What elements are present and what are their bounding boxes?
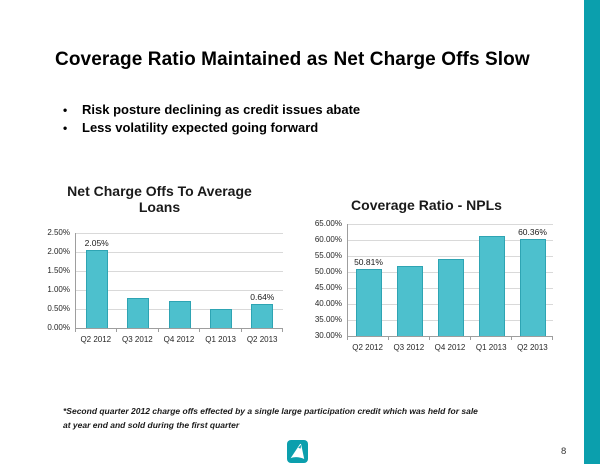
bar-slot: 0.64% bbox=[242, 233, 283, 328]
y-tick-label: 2.50% bbox=[47, 228, 70, 237]
x-tick-label: Q2 2013 bbox=[517, 343, 548, 352]
page-number: 8 bbox=[561, 446, 567, 457]
x-tick-label: Q2 2013 bbox=[246, 335, 278, 344]
x-axis-ticks bbox=[347, 337, 553, 340]
x-tick-label: Q1 2013 bbox=[475, 343, 507, 352]
x-tick bbox=[430, 337, 471, 340]
teal-sail-logo-icon bbox=[287, 440, 308, 464]
footnote: *Second quarter 2012 charge offs effecte… bbox=[63, 404, 478, 432]
bullet-item: • Risk posture declining as credit issue… bbox=[63, 101, 360, 119]
x-axis-ticks bbox=[75, 329, 284, 332]
slide-title: Coverage Ratio Maintained as Net Charge … bbox=[55, 48, 530, 70]
bar-value-label: 60.36% bbox=[518, 226, 547, 237]
x-tick bbox=[389, 337, 430, 340]
bar-slot bbox=[159, 233, 200, 328]
bar bbox=[519, 238, 546, 336]
gridline bbox=[76, 271, 283, 272]
bar-slot: 50.81% bbox=[348, 224, 389, 336]
chart-title-line: Loans bbox=[138, 199, 181, 215]
x-tick bbox=[117, 329, 159, 332]
bar-slot bbox=[117, 233, 158, 328]
gridline bbox=[76, 233, 283, 234]
bar bbox=[209, 309, 232, 328]
x-tick-label: Q3 2012 bbox=[122, 335, 153, 344]
bar bbox=[251, 303, 274, 328]
chart-title-line: Net Charge Offs To Average bbox=[67, 183, 252, 199]
x-tick-label: Q4 2012 bbox=[163, 335, 195, 344]
bar-slot: 60.36% bbox=[512, 224, 553, 336]
y-tick-label: 0.00% bbox=[47, 323, 70, 332]
x-tick bbox=[200, 329, 242, 332]
x-tick bbox=[242, 329, 284, 332]
chart-title: Net Charge Offs To Average Loans bbox=[36, 183, 283, 215]
plot-row: 30.00% 35.00% 40.00% 45.00% 50.00% 55.00% 60.0… bbox=[300, 219, 553, 340]
bar-value-label: 50.81% bbox=[354, 257, 383, 268]
bar-slot bbox=[200, 233, 241, 328]
x-tick-label: Q3 2012 bbox=[393, 343, 425, 352]
bar-series: 2.05% 0.64% bbox=[76, 233, 283, 328]
y-tick-label: 1.50% bbox=[47, 266, 70, 275]
gridline bbox=[76, 290, 283, 291]
bar bbox=[355, 269, 382, 336]
chart-title: Coverage Ratio - NPLs bbox=[300, 197, 553, 213]
bar-slot: 2.05% bbox=[76, 233, 117, 328]
bullet-item: • Less volatility expected going forward bbox=[63, 119, 360, 137]
bar bbox=[396, 265, 423, 336]
x-tick-label: Q2 2012 bbox=[352, 343, 383, 352]
bar-value-label: 0.64% bbox=[250, 291, 275, 302]
bar-slot bbox=[389, 224, 430, 336]
net-charge-offs-chart: Net Charge Offs To Average Loans 0.00% 0.… bbox=[36, 183, 284, 344]
right-accent-bar bbox=[584, 0, 600, 464]
bar bbox=[437, 259, 464, 336]
y-tick-label: 35.00% bbox=[314, 315, 342, 325]
plot-row: 0.00% 0.50% 1.00% 1.50% 2.00% 2.50% 2.05% 0.64… bbox=[36, 228, 283, 332]
bar-slot bbox=[430, 224, 471, 336]
x-tick-label: Q4 2012 bbox=[434, 343, 466, 352]
plot-area: 50.81% 60.36% bbox=[347, 224, 553, 337]
y-tick-label: 60.00% bbox=[314, 235, 342, 244]
plot-area: 2.05% 0.64% bbox=[75, 233, 283, 329]
y-tick-label: 45.00% bbox=[314, 283, 342, 292]
gridline bbox=[76, 252, 283, 253]
y-axis: 0.00% 0.50% 1.00% 1.50% 2.00% 2.50% bbox=[36, 228, 75, 332]
bullet-icon: • bbox=[63, 103, 68, 117]
x-tick bbox=[471, 337, 512, 340]
bar-series: 50.81% 60.36% bbox=[348, 224, 553, 336]
x-axis-labels: Q2 2012 Q3 2012 Q4 2012 Q1 2013 Q2 2013 bbox=[347, 343, 553, 352]
footnote-line: at year end and sold during the first qu… bbox=[63, 420, 240, 430]
bullet-list: • Risk posture declining as credit issue… bbox=[63, 101, 360, 137]
y-tick-label: 55.00% bbox=[314, 251, 342, 260]
bullet-text: Risk posture declining as credit issues … bbox=[82, 102, 361, 117]
gridline bbox=[348, 240, 553, 241]
bar bbox=[85, 250, 108, 328]
x-tick-label: Q2 2012 bbox=[80, 335, 112, 344]
bar bbox=[168, 301, 191, 328]
y-tick-label: 2.00% bbox=[47, 247, 70, 256]
bar bbox=[478, 236, 505, 336]
y-tick-label: 30.00% bbox=[314, 331, 342, 340]
footnote-line: *Second quarter 2012 charge offs effecte… bbox=[63, 406, 478, 416]
bar-slot bbox=[471, 224, 512, 336]
bullet-text: Less volatility expected going forward bbox=[82, 120, 319, 135]
y-tick-label: 40.00% bbox=[314, 299, 342, 309]
x-tick-label: Q1 2013 bbox=[205, 335, 236, 344]
gridline bbox=[348, 256, 553, 257]
coverage-ratio-chart: Coverage Ratio - NPLs 30.00% 35.00% 40.00%… bbox=[300, 197, 553, 352]
y-tick-label: 65.00% bbox=[314, 219, 342, 228]
y-axis: 30.00% 35.00% 40.00% 45.00% 50.00% 55.00% 60.0… bbox=[300, 219, 347, 340]
bar-value-label: 2.05% bbox=[84, 238, 109, 249]
bullet-icon: • bbox=[63, 121, 68, 135]
chart-title-line: Coverage Ratio - NPLs bbox=[351, 197, 502, 213]
gridline bbox=[348, 224, 553, 225]
x-tick bbox=[159, 329, 201, 332]
x-tick bbox=[76, 329, 118, 332]
x-tick bbox=[512, 337, 553, 340]
y-tick-label: 0.50% bbox=[47, 304, 70, 313]
bar bbox=[127, 297, 150, 328]
y-tick-label: 50.00% bbox=[314, 267, 342, 277]
y-tick-label: 1.00% bbox=[47, 285, 70, 294]
x-tick bbox=[348, 337, 389, 340]
x-axis-labels: Q2 2012 Q3 2012 Q4 2012 Q1 2013 Q2 2013 bbox=[75, 335, 283, 344]
